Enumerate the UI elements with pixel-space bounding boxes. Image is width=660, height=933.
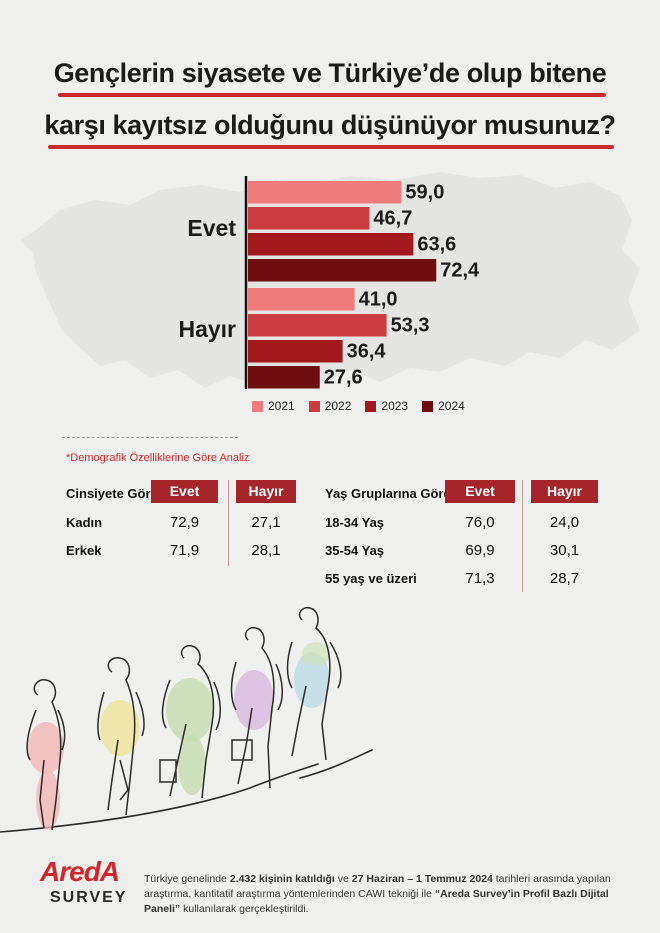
legend-item-2024: 2024 [422, 399, 465, 413]
legend-item-2023: 2023 [365, 399, 408, 413]
areda-logo: AredA SURVEY [40, 856, 140, 916]
gender-header-evet: Evet [151, 480, 218, 503]
bar-hayır-2023 [248, 340, 343, 363]
gender-row-label-erkek: Erkek [66, 543, 102, 558]
bar-hayır-2021 [248, 288, 355, 311]
title-underline-2 [48, 145, 614, 149]
bar-chart: Evet Hayır 59,0 46,763,6 72,4 41,0 53,336,4 2… [178, 176, 480, 389]
person-figure [230, 626, 283, 789]
age-header-evet: Evet [445, 480, 515, 503]
legend-item-2022: 2022 [308, 399, 352, 413]
legend-label: 2024 [438, 399, 465, 413]
gender-row-label-kadin: Kadın [66, 515, 103, 530]
gender-header-hayir: Hayır [236, 480, 296, 503]
age-row-label-55-plus: 55 yaş ve üzeri [325, 571, 417, 586]
age-row-label-35-54: 35-54 Yaş [325, 543, 385, 558]
age-cell-35-54-evet: 69,9 [465, 542, 495, 559]
person-figure [97, 657, 145, 816]
gender-table-title: Cinsiyete Göre [66, 486, 158, 501]
bar-evet-2021 [248, 181, 402, 204]
chart-legend: 2021 2022 2023 2024 [252, 399, 465, 413]
age-cell-55-plus-evet: 71,3 [465, 570, 495, 587]
bar-hayır-2022 [248, 314, 387, 337]
walking-people-illustration [0, 606, 373, 833]
logo-wordmark: AredA [40, 856, 120, 887]
bar-hayır-2024 [248, 366, 320, 389]
data-label-hayır-2022: 53,3 [391, 315, 430, 337]
gender-cell-erkek-hayir: 28,1 [251, 542, 281, 559]
legend-label: 2021 [268, 399, 295, 413]
page-title-line-2: karşı kayıtsız olduğunu düşünüyor musunu… [44, 110, 616, 140]
legend-swatch [252, 400, 263, 412]
gender-cell-kadin-hayir: 27,1 [251, 514, 281, 531]
age-table-separator [522, 480, 523, 592]
category-label-hayir: Hayır [178, 316, 236, 342]
person-figure [286, 606, 342, 761]
bar-evet-2024 [248, 259, 437, 282]
person-figure [159, 644, 221, 799]
data-label-evet-2021: 59,0 [405, 182, 444, 204]
age-cell-35-54-hayir: 30,1 [549, 542, 580, 559]
age-header-hayir: Hayır [531, 480, 598, 503]
age-cell-55-plus-hayir: 28,7 [549, 570, 580, 587]
gender-cell-erkek-evet: 71,9 [169, 542, 200, 559]
legend-swatch [308, 400, 320, 412]
age-cell-18-34-evet: 76,0 [465, 514, 495, 531]
legend-label: 2022 [324, 399, 352, 413]
methodology-footnote: Türkiye genelinde 2.432 kişinin katıldığ… [144, 873, 611, 915]
page-title-line-1: Gençlerin siyasete ve Türkiye’de olup bi… [53, 58, 607, 88]
section-divider [62, 437, 238, 438]
demographic-subtitle: *Demografik Özelliklerine Göre Analiz [66, 452, 250, 464]
logo-survey-text: SURVEY [50, 889, 128, 906]
data-label-hayır-2023: 36,4 [347, 341, 387, 363]
data-label-evet-2024: 72,4 [440, 260, 480, 282]
legend-swatch [365, 400, 377, 412]
legend-label: 2023 [381, 399, 409, 413]
data-label-hayır-2021: 41,0 [359, 289, 398, 311]
gender-table-separator [228, 480, 229, 566]
data-label-evet-2022: 46,7 [373, 208, 412, 230]
person-figure [26, 679, 66, 831]
category-label-evet: Evet [187, 215, 236, 241]
bar-evet-2023 [248, 233, 414, 256]
data-label-hayır-2024: 27,6 [324, 367, 363, 389]
gender-cell-kadin-evet: 72,9 [169, 514, 200, 531]
legend-swatch [422, 400, 434, 412]
age-table-title: Yaş Gruplarına Göre [325, 486, 451, 501]
data-label-evet-2023: 63,6 [417, 234, 456, 256]
bar-evet-2022 [248, 207, 370, 230]
age-cell-18-34-hayir: 24,0 [549, 514, 580, 531]
legend-item-2021: 2021 [252, 399, 295, 413]
age-row-label-18-34: 18-34 Yaş [325, 515, 385, 530]
title-underline-1 [58, 93, 606, 97]
